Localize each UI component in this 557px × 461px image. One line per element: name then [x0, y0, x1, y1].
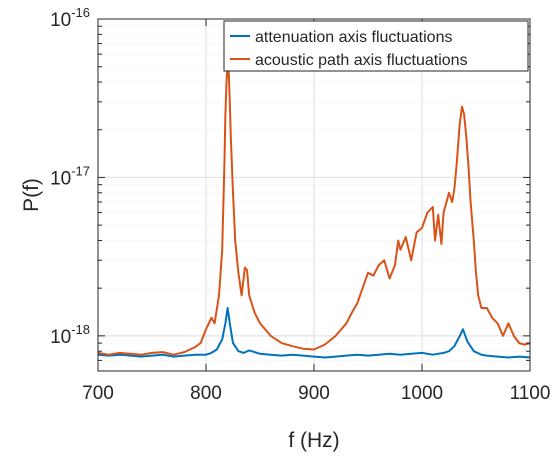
y-tick-base: 10	[50, 327, 71, 348]
x-tick-label: 1100	[510, 383, 551, 404]
grid	[97, 18, 531, 371]
y-tick-exponent: -16	[71, 5, 90, 20]
legend-label-1: attenuation axis fluctuations	[255, 29, 452, 46]
x-tick-label: 800	[190, 383, 222, 404]
x-axis-label: f (Hz)	[288, 429, 339, 452]
series-line-2	[97, 63, 531, 356]
y-axis-label: P(f)	[20, 178, 43, 212]
y-tick-exponent: -18	[71, 322, 90, 337]
y-tick-label: 10-16	[50, 5, 90, 31]
series-layer	[97, 63, 531, 359]
x-tick-label: 700	[82, 383, 114, 404]
y-tick-exponent: -17	[71, 163, 90, 178]
y-tick-base: 10	[50, 168, 71, 189]
y-tick-label: 10-18	[50, 322, 90, 348]
y-tick-label: 10-17	[50, 163, 90, 189]
x-tick-label: 900	[298, 383, 330, 404]
legend: attenuation axis fluctuations acoustic pa…	[223, 20, 529, 72]
x-tick-label: 1000	[401, 383, 443, 404]
legend-box	[223, 20, 529, 72]
y-tick-base: 10	[50, 10, 71, 31]
series-line-1	[97, 307, 531, 359]
legend-label-2: acoustic path axis fluctuations	[255, 52, 468, 69]
